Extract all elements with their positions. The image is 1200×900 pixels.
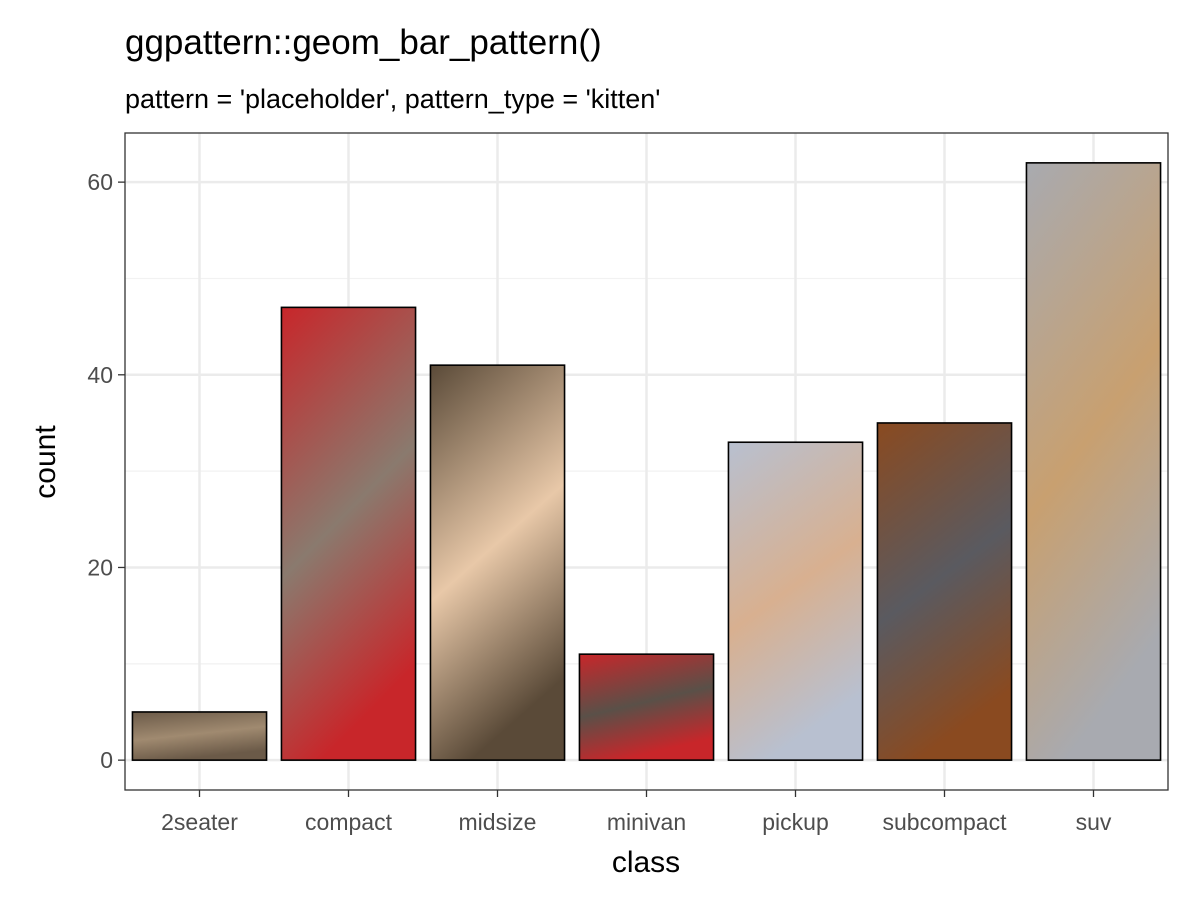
x-axis-title: class [612, 846, 680, 879]
bar-subcompact [876, 422, 1013, 761]
bar-suv [1025, 162, 1162, 761]
x-tick-label: minivan [607, 809, 686, 835]
bar-compact [280, 306, 417, 761]
bar-2seater [131, 711, 268, 761]
bar-minivan [578, 653, 715, 761]
x-tick-label: 2seater [161, 809, 238, 835]
y-tick-label: 20 [87, 554, 113, 580]
y-tick-label: 40 [87, 362, 113, 388]
y-axis-title: count [29, 425, 62, 499]
y-tick-label: 0 [100, 747, 113, 773]
x-tick-label: pickup [762, 809, 828, 835]
y-tick-label: 60 [87, 169, 113, 195]
chart-title: ggpattern::geom_bar_pattern() [125, 23, 602, 62]
bar-pickup [727, 441, 864, 761]
x-tick-label: subcompact [882, 809, 1007, 835]
bar-midsize [429, 364, 566, 761]
x-tick-label: suv [1076, 809, 1112, 835]
x-tick-label: midsize [459, 809, 537, 835]
chart-subtitle: pattern = 'placeholder', pattern_type = … [125, 84, 660, 114]
x-tick-label: compact [305, 809, 393, 835]
